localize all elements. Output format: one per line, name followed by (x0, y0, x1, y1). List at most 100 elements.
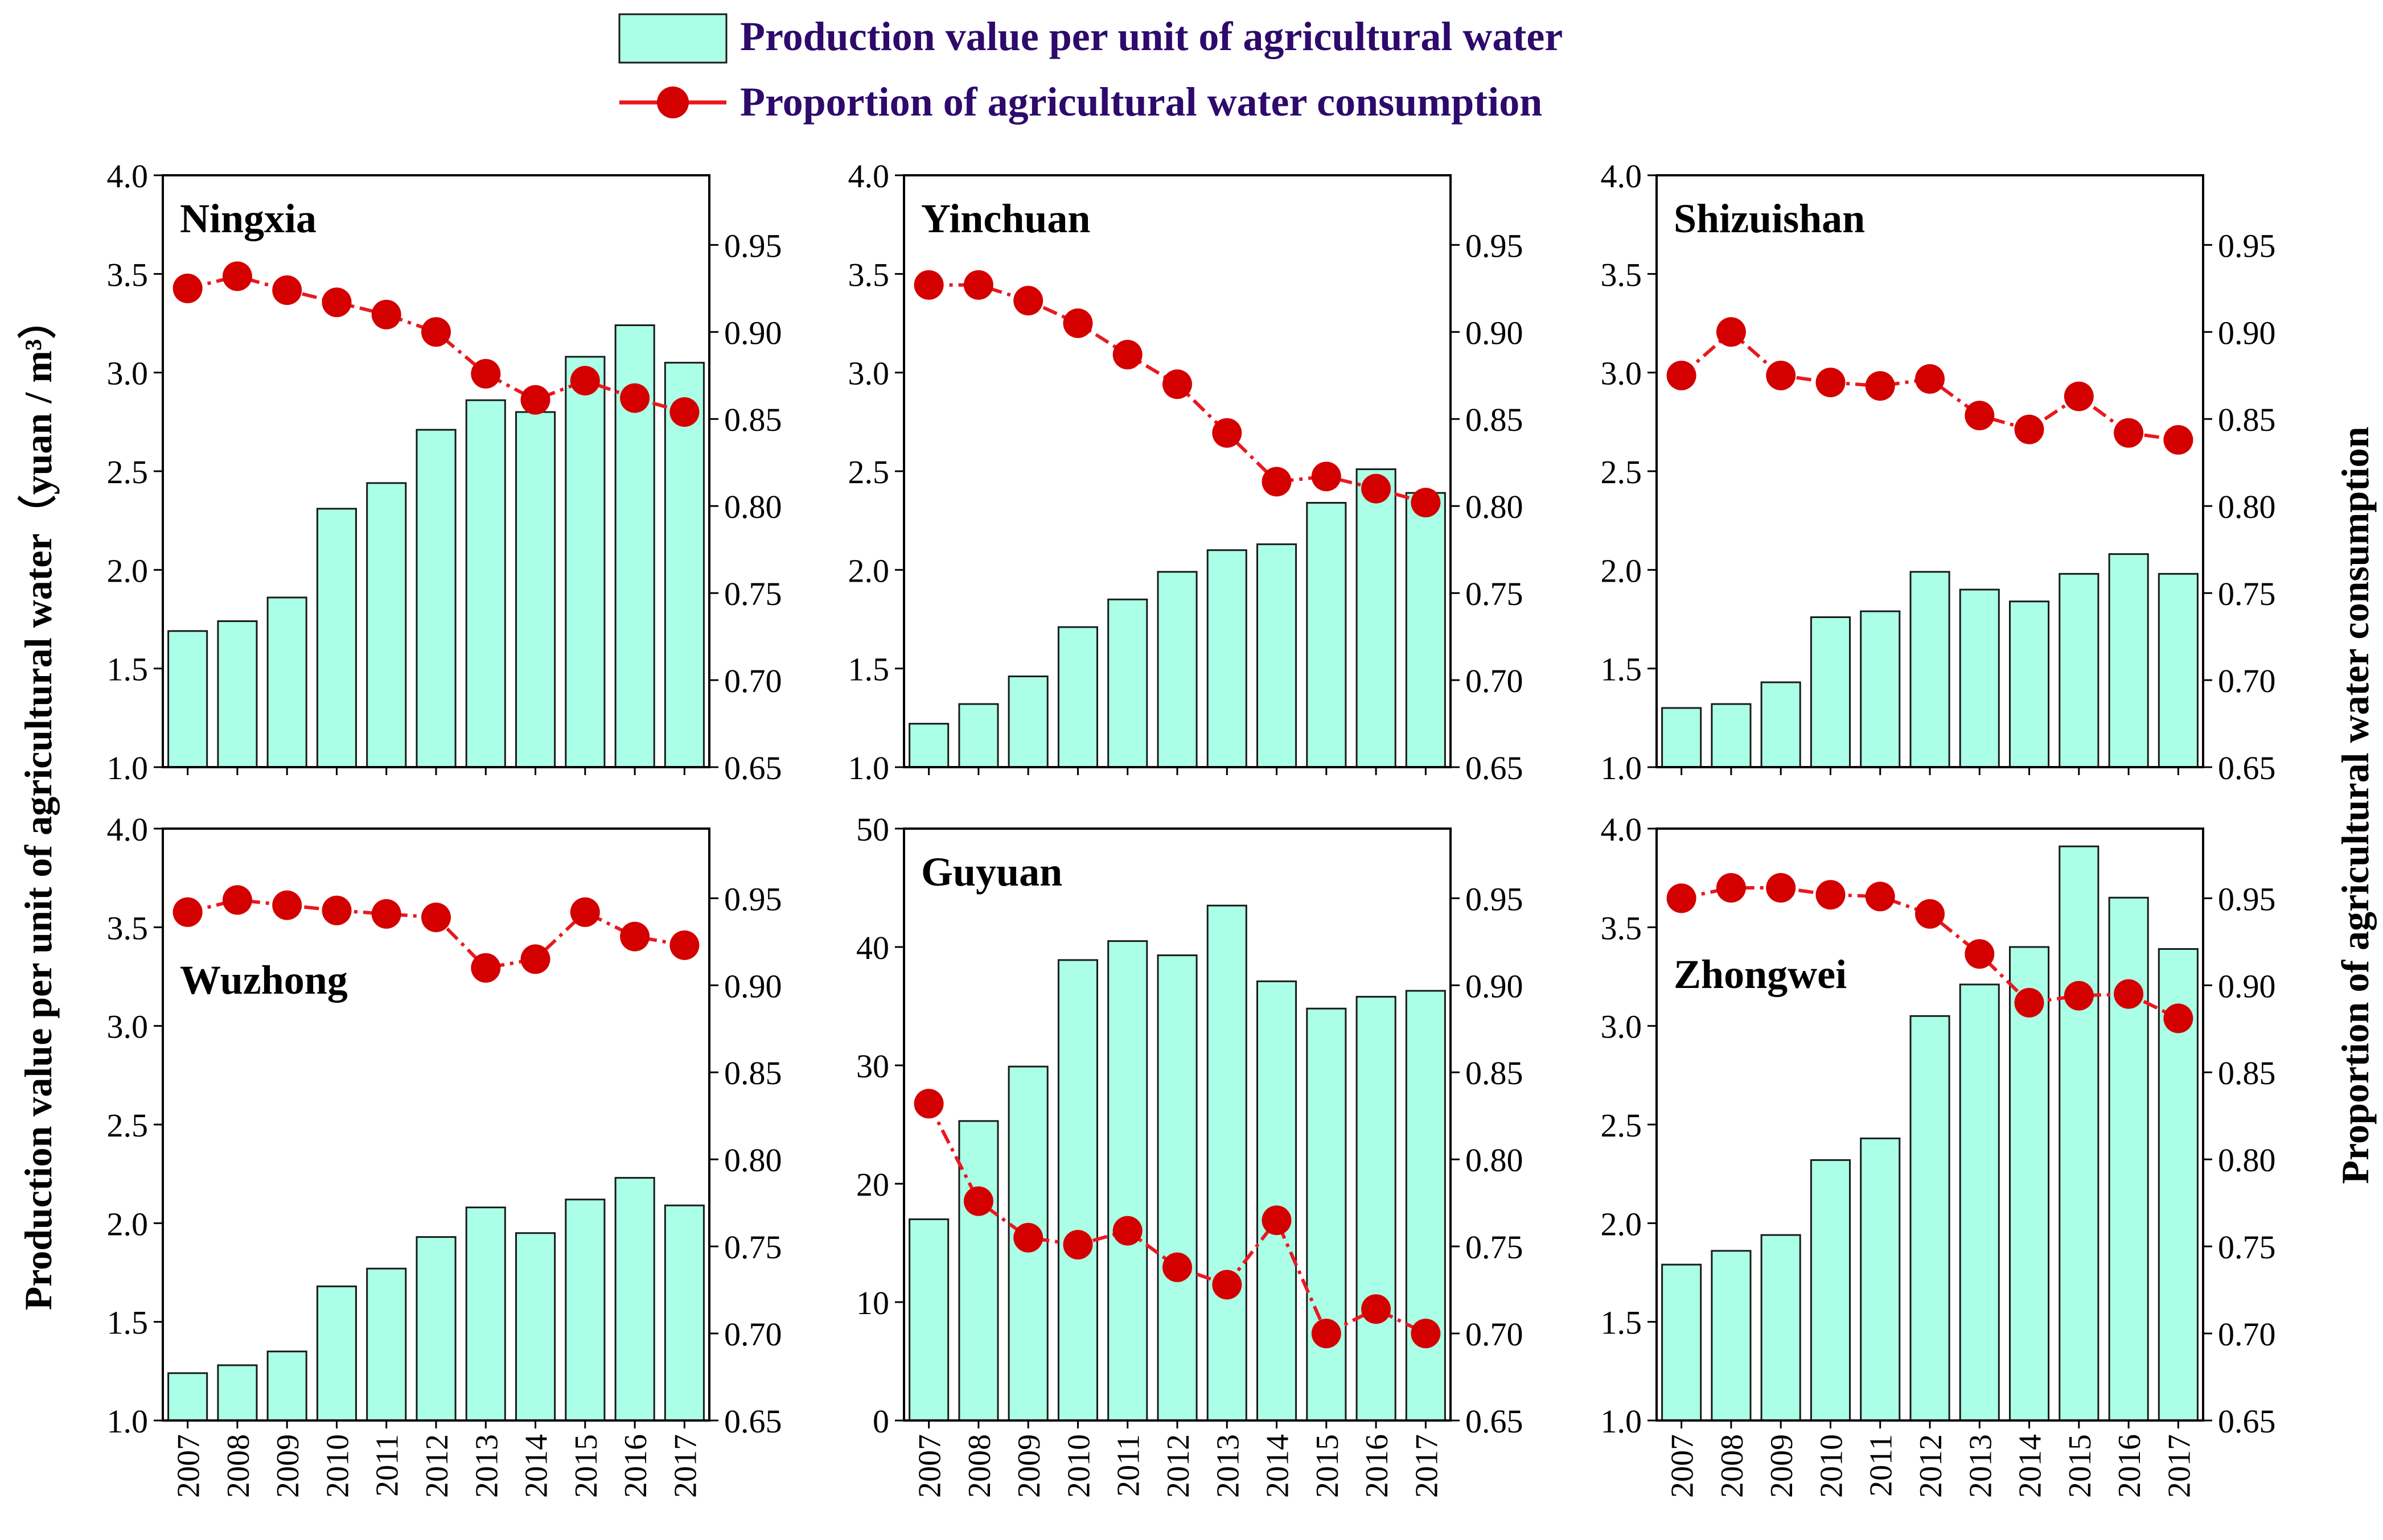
tick-label-right: 0.80 (1465, 488, 1523, 525)
tick-label-right: 0.65 (724, 750, 782, 787)
line-point (1361, 1294, 1391, 1324)
tick-label-right: 0.85 (1465, 401, 1523, 438)
line-point (322, 895, 352, 925)
line-point (1865, 371, 1895, 401)
x-tick-label: 2017 (2162, 1434, 2197, 1498)
line-point (520, 385, 550, 415)
line-point (172, 897, 203, 927)
x-tick-label: 2016 (1359, 1434, 1395, 1498)
line-point (1212, 1270, 1242, 1300)
x-tick-label: 2008 (962, 1434, 997, 1498)
bar (316, 1285, 358, 1422)
bar (2009, 946, 2050, 1422)
bar (167, 1372, 208, 1422)
line-point (1666, 883, 1696, 913)
line-point (520, 944, 550, 974)
tick-label-left: 1.5 (848, 651, 890, 688)
line-point (1311, 1319, 1341, 1349)
tick-label-left: 2.5 (107, 1107, 149, 1144)
bar (2059, 845, 2099, 1422)
bar (1306, 1007, 1347, 1422)
bar (1661, 1263, 1702, 1422)
tick-label-left: 3.0 (1601, 1008, 1642, 1045)
tick-label-right: 0.65 (1465, 1403, 1523, 1440)
line-point (371, 299, 401, 330)
tick-label-right: 0.80 (724, 1142, 782, 1179)
bar (217, 620, 258, 768)
panel-ningxia: 1.0 1.5 2.0 2.5 3.0 3.5 4.0 0.65 0.70 0.75 0.80 0.8… (107, 158, 782, 787)
y-axis-right-title: Proportion of agricultural water consump… (2333, 427, 2377, 1184)
bar (366, 1267, 407, 1422)
bar (1860, 610, 1901, 768)
tick-label-left: 3.5 (107, 256, 149, 293)
tick-label-left: 3.5 (1601, 256, 1642, 293)
line-point (421, 317, 451, 347)
tick-label-right: 0.70 (2218, 662, 2276, 699)
x-tick-label: 2008 (1715, 1434, 1750, 1498)
bar (1256, 543, 1297, 768)
tick-label-left: 50 (856, 811, 889, 848)
tick-label-left: 20 (856, 1166, 889, 1203)
line-point (1162, 369, 1192, 400)
tick-label-left: 1.0 (1601, 750, 1642, 787)
tick-label-left: 1.5 (107, 1304, 149, 1341)
tick-label-left: 2.0 (1601, 552, 1642, 589)
bar (1711, 703, 1752, 768)
tick-label-left: 2.0 (848, 552, 890, 589)
bar (614, 1177, 655, 1422)
panel-title: Ningxia (180, 196, 317, 241)
line-point (1815, 880, 1846, 910)
bar (316, 508, 358, 768)
tick-label-right: 0.95 (1465, 227, 1523, 264)
line-point (1965, 401, 1995, 431)
bar (664, 361, 705, 768)
bar (1909, 1015, 1950, 1422)
tick-label-left: 3.5 (1601, 909, 1642, 946)
tick-label-left: 2.5 (107, 454, 149, 491)
line-point (421, 903, 451, 932)
tick-label-right: 0.90 (2218, 967, 2276, 1004)
bar (167, 630, 208, 768)
bar (1157, 571, 1198, 768)
bar (664, 1204, 705, 1422)
bar (2108, 553, 2149, 768)
tick-label-left: 3.5 (107, 909, 149, 946)
line-point (669, 397, 700, 427)
bar (2059, 573, 2099, 768)
bar (416, 429, 457, 768)
line-point (963, 1186, 993, 1216)
bar (266, 596, 307, 768)
tick-label-right: 0.85 (1465, 1055, 1523, 1092)
line-point (2064, 981, 2094, 1011)
line-point (1666, 360, 1696, 390)
tick-label-left: 4.0 (107, 811, 149, 848)
bar (515, 411, 556, 768)
tick-label-right: 0.95 (724, 880, 782, 917)
bar (958, 1120, 999, 1422)
x-tick-label: 2009 (270, 1434, 306, 1498)
x-tick-label: 2010 (1062, 1434, 1097, 1498)
x-tick-label: 2014 (2013, 1434, 2048, 1498)
x-tick-label: 2013 (1963, 1434, 1998, 1498)
tick-label-left: 1.0 (848, 750, 890, 787)
bar (1959, 588, 2000, 768)
line-point (1112, 1216, 1143, 1246)
tick-label-right: 0.90 (1465, 967, 1523, 1004)
tick-label-left: 4.0 (1601, 811, 1642, 848)
bar (1405, 492, 1446, 768)
line-point (963, 270, 993, 300)
tick-label-left: 4.0 (107, 158, 149, 195)
tick-label-right: 0.80 (2218, 1142, 2276, 1179)
panel-title: Guyuan (921, 849, 1062, 895)
x-tick-label: 2008 (221, 1434, 256, 1498)
panel-zhongwei: 1.0 1.5 2.0 2.5 3.0 3.5 4.0 0.65 0.70 0.75 0.80 0.8… (1601, 811, 2276, 1498)
line-series (1681, 886, 2179, 1020)
bar (1711, 1250, 1752, 1422)
x-tick-label: 2015 (1310, 1434, 1345, 1498)
tick-label-right: 0.70 (1465, 662, 1523, 699)
x-tick-label: 2016 (618, 1434, 654, 1498)
tick-label-right: 0.80 (2218, 488, 2276, 525)
x-tick-label: 2015 (2062, 1434, 2098, 1498)
tick-label-right: 0.95 (2218, 880, 2276, 917)
tick-label-right: 0.90 (2218, 314, 2276, 351)
